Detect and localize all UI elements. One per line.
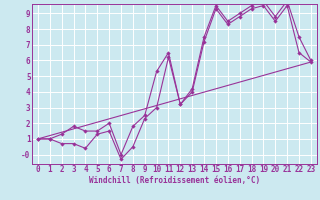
X-axis label: Windchill (Refroidissement éolien,°C): Windchill (Refroidissement éolien,°C) xyxy=(89,176,260,185)
